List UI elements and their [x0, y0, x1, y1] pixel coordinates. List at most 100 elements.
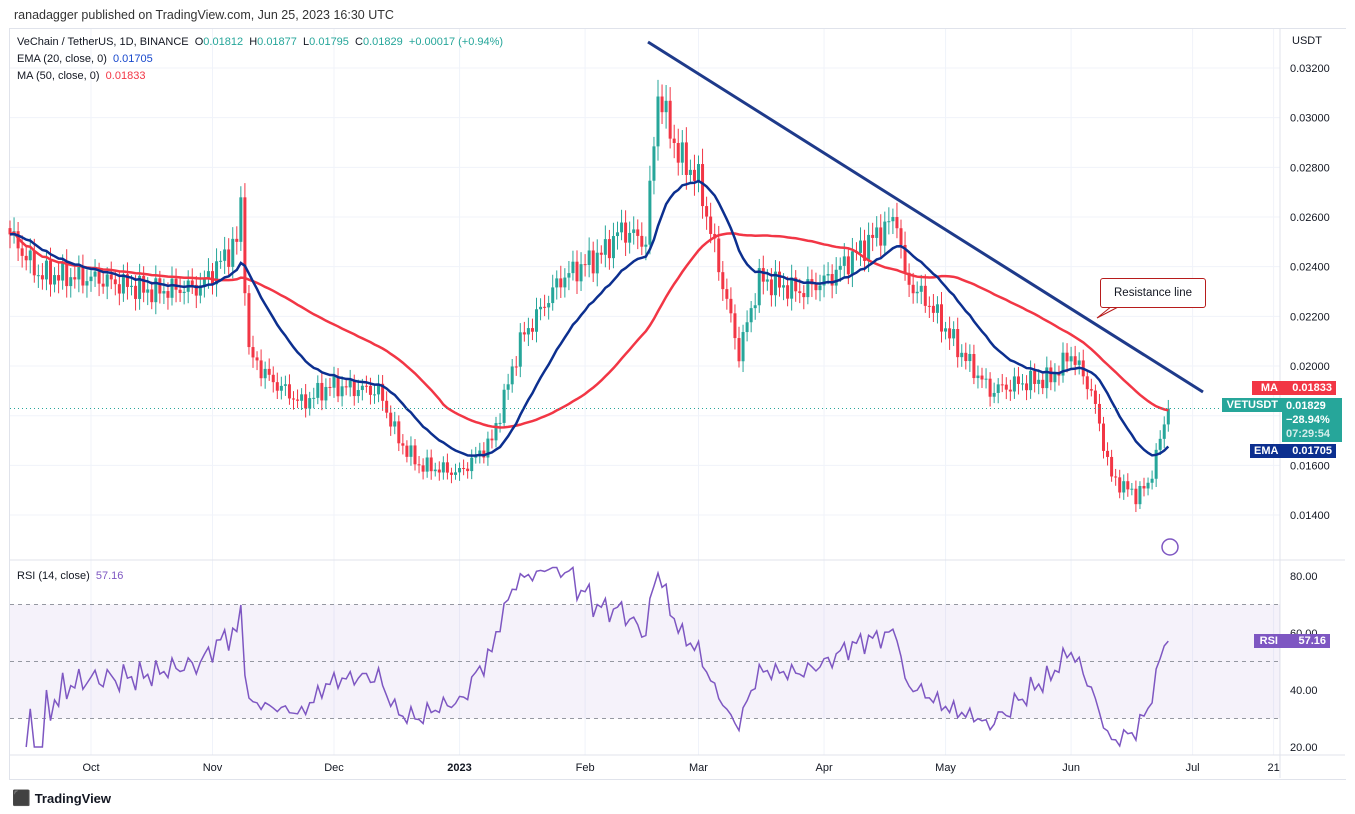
candle-body: [1008, 389, 1012, 392]
candle-body: [583, 264, 587, 266]
candle-body: [227, 249, 231, 267]
candle-body: [798, 291, 802, 294]
ema-tag-value: 0.01705: [1282, 444, 1336, 458]
candle-body: [818, 285, 822, 291]
rsi-label: RSI (14, close): [17, 570, 90, 582]
candle-body: [672, 138, 676, 143]
symbol-tag: VETUSDT: [1222, 398, 1282, 412]
candle-body: [44, 260, 48, 280]
candle-body: [263, 368, 267, 379]
candle-body: [923, 285, 927, 306]
y-tick-label: 0.02800: [1290, 162, 1330, 174]
x-tick-label: 21: [1267, 762, 1279, 774]
candle-body: [526, 328, 530, 335]
candle-body: [433, 469, 437, 472]
candle-body: [842, 256, 846, 266]
candle-body: [320, 382, 324, 401]
close-label: C: [355, 36, 363, 48]
candle-body: [377, 383, 381, 395]
candle-body: [97, 271, 101, 284]
candle-body: [875, 227, 879, 238]
candle-body: [611, 236, 615, 259]
candle-body: [668, 100, 672, 139]
candle-body: [859, 240, 862, 253]
y-tick-label: 0.02000: [1290, 361, 1330, 373]
candle-body: [348, 380, 352, 388]
y-tick-label: 0.02400: [1290, 262, 1330, 274]
price-tag: 0.01829 −28.94% 07:29:54: [1282, 398, 1342, 442]
x-tick-label: Nov: [203, 762, 223, 774]
candle-body: [287, 384, 291, 399]
candle-body: [980, 375, 984, 380]
candle-body: [373, 394, 376, 396]
candle-body: [522, 332, 526, 335]
candle-body: [308, 398, 312, 409]
candle-body: [198, 285, 202, 296]
candle-body: [1114, 476, 1118, 478]
x-tick-label: 2023: [447, 762, 471, 774]
candle-body: [765, 279, 769, 282]
candle-body: [603, 239, 607, 255]
candle-body: [984, 378, 988, 380]
low-value: 0.01795: [309, 36, 349, 48]
candle-body: [709, 216, 713, 234]
candle-body: [518, 332, 522, 367]
candle-body: [389, 412, 393, 427]
candle-body: [65, 262, 69, 287]
candle-body: [595, 252, 599, 274]
candle-body: [385, 400, 389, 413]
candle-body: [458, 468, 462, 473]
candle-body: [652, 146, 656, 181]
candle-body: [1146, 482, 1150, 489]
candle-body: [1073, 356, 1077, 365]
candle-body: [575, 261, 579, 282]
candle-body: [61, 262, 65, 281]
candle-body: [790, 277, 794, 299]
candle-body: [899, 228, 903, 245]
candle-body: [587, 250, 591, 265]
candle-body: [24, 255, 28, 261]
candle-body: [510, 366, 514, 385]
ma50-line: [9, 231, 1169, 429]
candle-body: [1077, 360, 1081, 365]
candle-body: [271, 374, 275, 383]
candle-body: [996, 384, 1000, 393]
candle-body: [802, 293, 806, 298]
candle-body: [490, 438, 494, 441]
candle-body: [1033, 370, 1037, 384]
candle-body: [960, 352, 964, 358]
candle-body: [968, 353, 972, 362]
candle-body: [1134, 488, 1138, 505]
candle-body: [154, 278, 158, 303]
candle-body: [1004, 384, 1008, 390]
candle-body: [211, 271, 214, 285]
ema20-line: [9, 179, 1170, 457]
candle-body: [356, 390, 360, 397]
last-price: 0.01829: [1286, 400, 1326, 412]
candle-body: [1049, 367, 1053, 383]
candle-body: [101, 283, 105, 287]
candle-body: [591, 250, 595, 274]
candle-body: [883, 221, 887, 246]
candle-body: [1061, 352, 1065, 376]
x-tick-label: Apr: [815, 762, 832, 774]
y-tick-label: 0.03000: [1290, 113, 1330, 125]
candle-body: [77, 266, 81, 280]
candle-body: [741, 332, 745, 362]
tv-icon: ⬛: [12, 790, 31, 807]
close-value: 0.01829: [363, 36, 403, 48]
candle-body: [964, 352, 968, 362]
candle-body: [506, 384, 510, 390]
candle-body: [692, 169, 696, 181]
candle-body: [940, 304, 943, 332]
candle-body: [1029, 370, 1033, 391]
candle-body: [992, 392, 996, 397]
candle-body: [697, 164, 700, 181]
candle-body: [69, 277, 73, 287]
candle-body: [235, 238, 239, 242]
candle-body: [1150, 478, 1154, 483]
candle-body: [907, 272, 911, 285]
candle-body: [952, 329, 956, 339]
y-tick-label: 0.01600: [1290, 460, 1330, 472]
